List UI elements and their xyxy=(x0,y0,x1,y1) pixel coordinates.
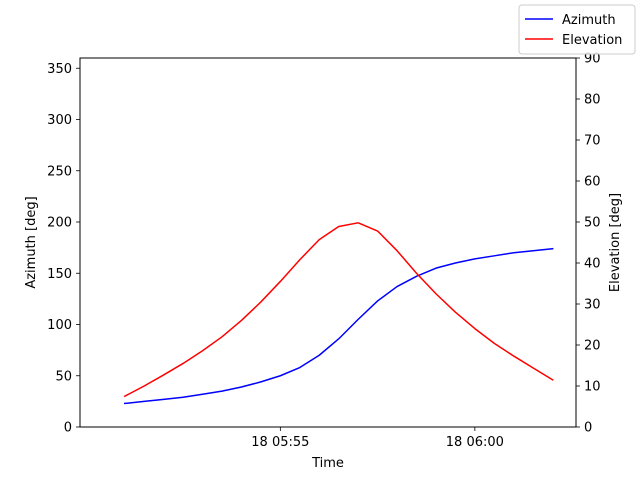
y-right-tick-label: 20 xyxy=(584,339,601,354)
y-right-tick-label: 90 xyxy=(584,52,601,67)
series-line-azimuth xyxy=(123,247,554,405)
x-tick-label: 18 05:55 xyxy=(251,435,309,450)
y-left-tick-label: 200 xyxy=(47,216,72,231)
y-left-tick-label: 0 xyxy=(64,421,72,436)
axes-layer: 18 05:55 18 06:00 0 50 100 150 200 250 300 350 0 10… xyxy=(47,52,600,451)
legend-frame xyxy=(518,4,636,55)
legend-label-elevation: Elevation xyxy=(562,33,622,48)
x-tick-label: 18 06:00 xyxy=(446,435,504,450)
y-right-tick-label: 0 xyxy=(584,421,592,436)
y-right-tick-label: 60 xyxy=(584,175,601,190)
y-left-tick-label: 300 xyxy=(47,113,72,128)
y-axis-label-right: Elevation [deg] xyxy=(608,193,623,292)
y-left-tick-label: 100 xyxy=(47,318,72,333)
y-left-tick-label: 150 xyxy=(47,267,72,282)
y-left-tick-label: 250 xyxy=(47,164,72,179)
y-right-tick-label: 40 xyxy=(584,257,601,272)
y-left-tick-label: 50 xyxy=(55,369,72,384)
y-right-tick-label: 30 xyxy=(584,298,601,313)
y-right-tick-label: 70 xyxy=(584,134,601,149)
y-right-tick-label: 10 xyxy=(584,380,601,395)
legend-label-azimuth: Azimuth xyxy=(562,13,616,28)
x-axis-label: Time xyxy=(311,456,344,471)
y-right-tick-label: 50 xyxy=(584,216,601,231)
y-left-tick-label: 350 xyxy=(47,62,72,77)
series-line-elevation xyxy=(123,222,554,398)
y-axis-label-left: Azimuth [deg] xyxy=(24,196,39,288)
legend: Azimuth Elevation xyxy=(518,4,636,55)
plot-layer xyxy=(123,222,554,405)
y-right-tick-label: 80 xyxy=(584,93,601,108)
plot-frame xyxy=(79,57,577,428)
